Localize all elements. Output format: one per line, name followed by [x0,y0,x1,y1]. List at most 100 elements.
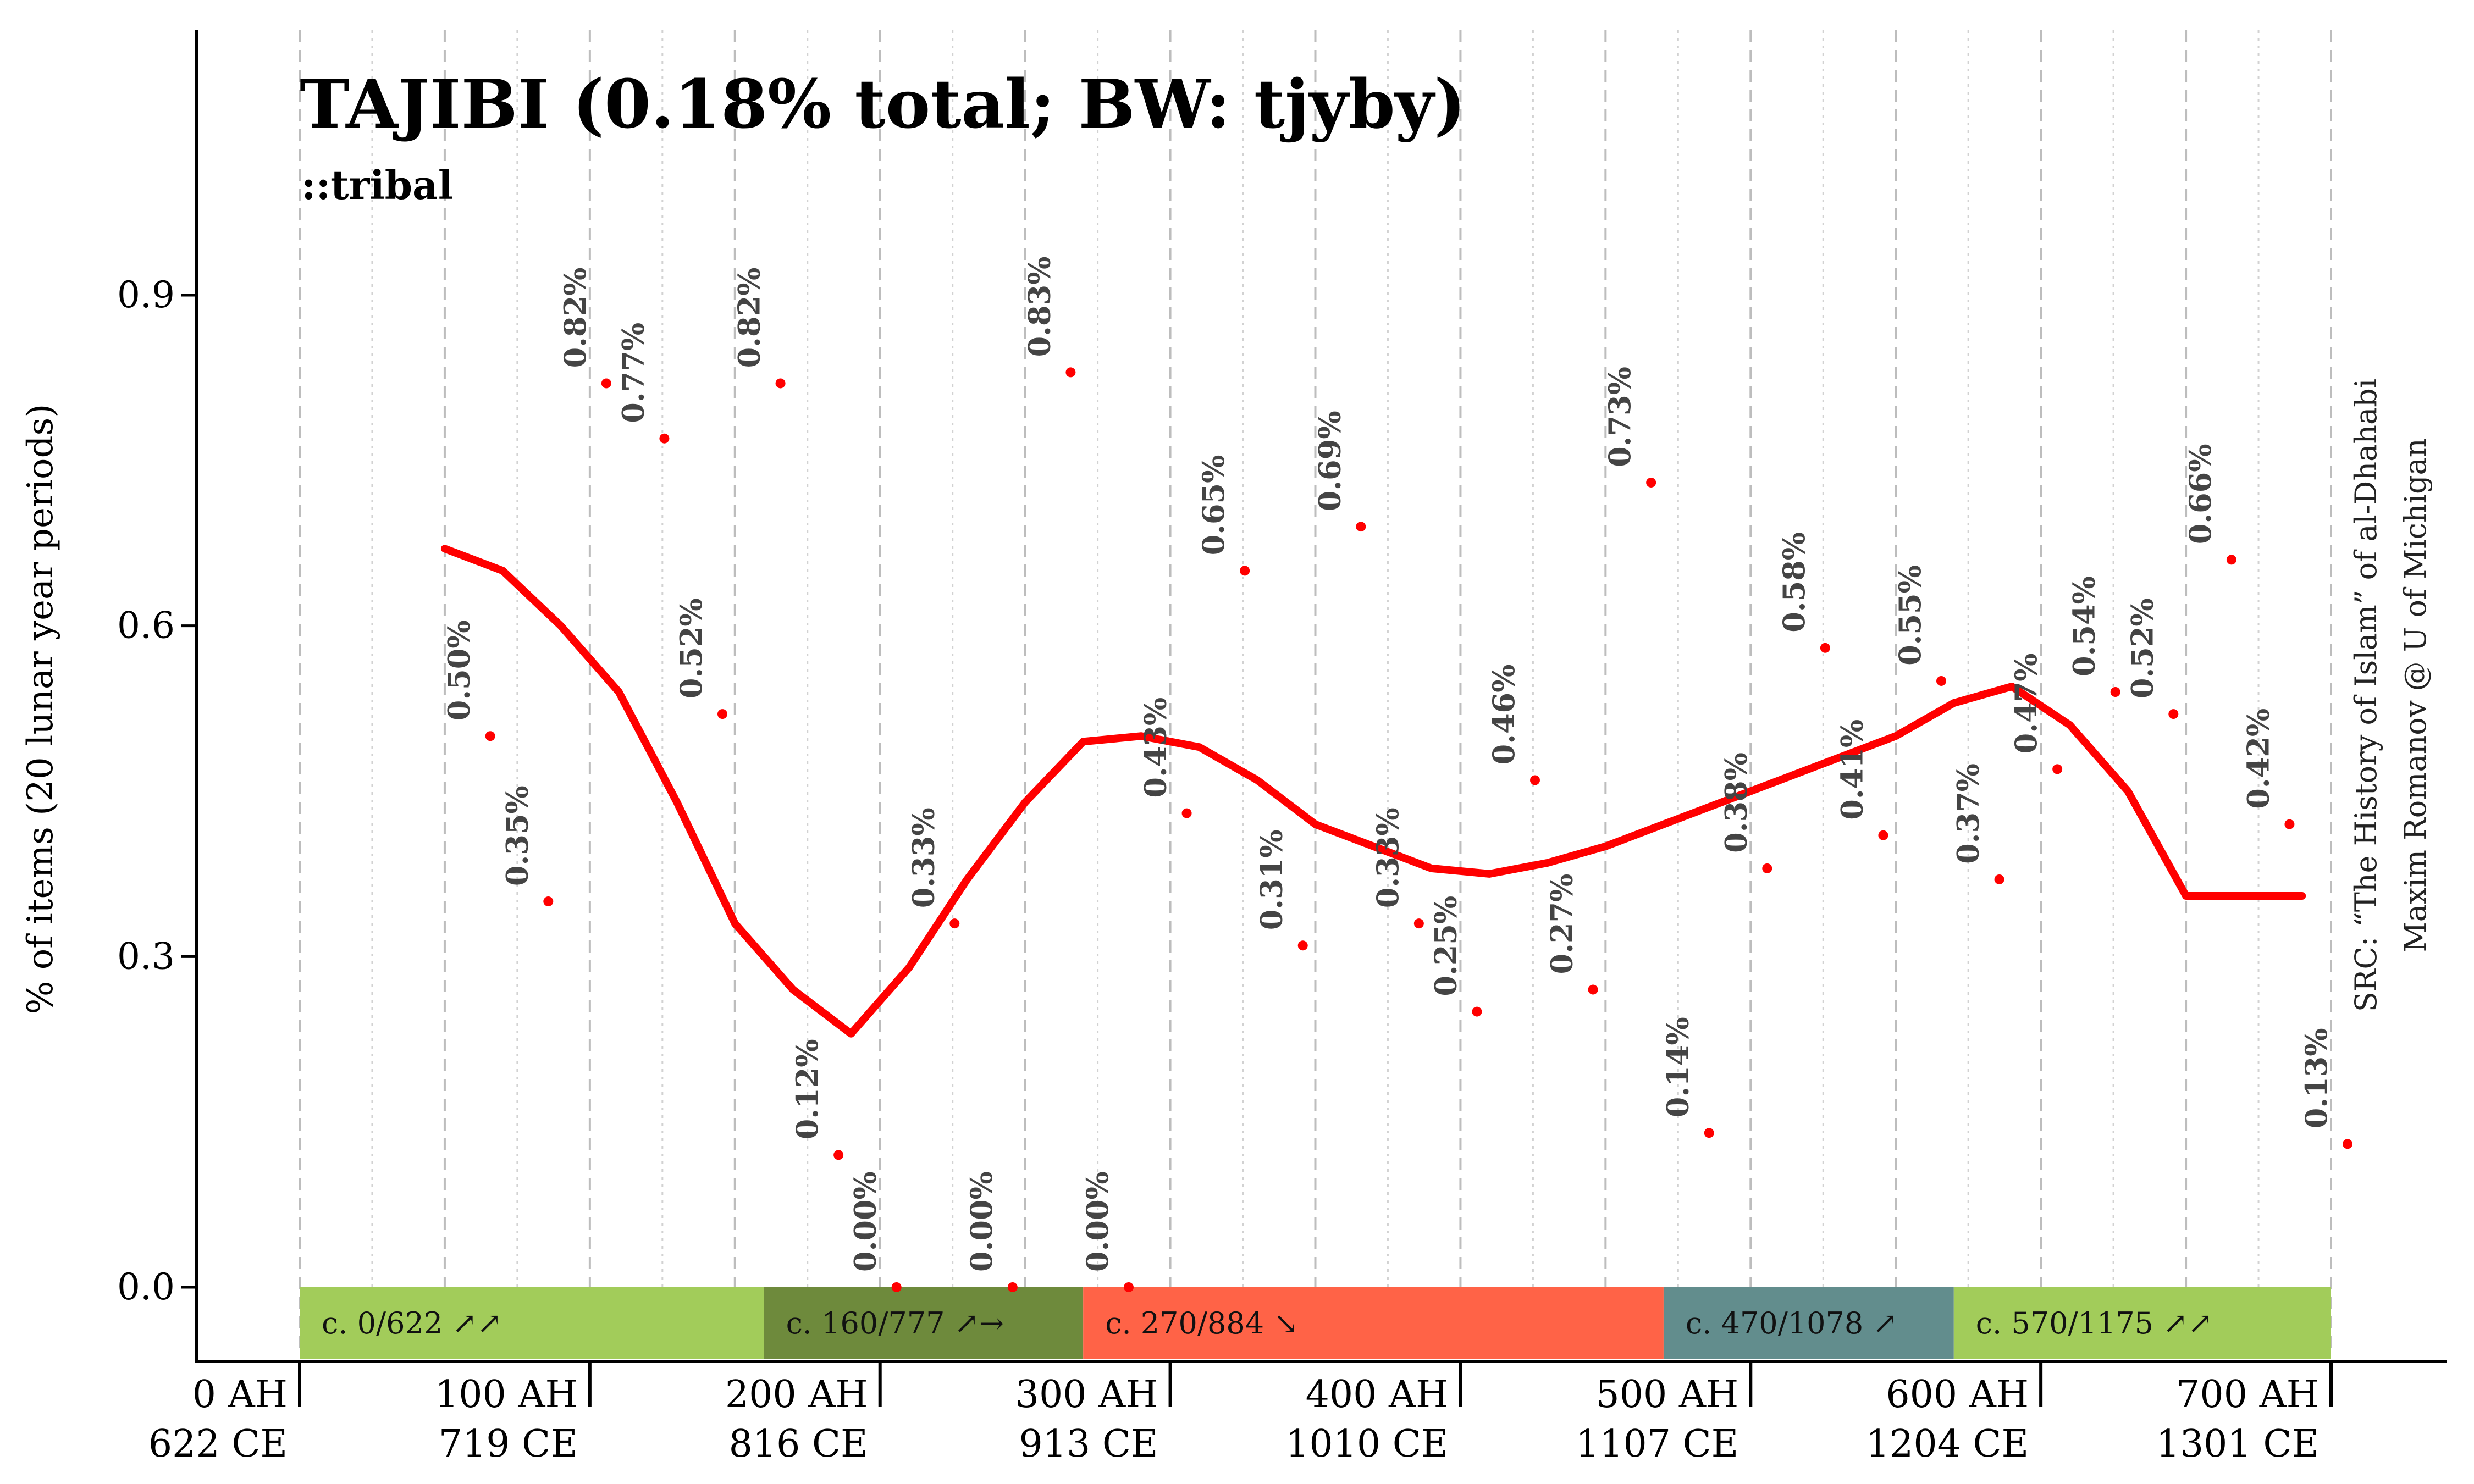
y-axis-label: % of items (20 lunar year periods) [20,404,61,1015]
data-label: 0.47% [2008,654,2044,754]
data-label: 0.31% [1254,829,1289,930]
data-label: 0.52% [2124,598,2160,699]
data-label: 0.35% [499,785,534,886]
data-point [1936,675,1946,686]
y-tick-label: 0.9 [117,274,175,316]
x-tick-label: 500 AH [1595,1373,1738,1416]
data-label: 0.58% [1776,532,1812,633]
period-band [300,1287,764,1359]
data-point [2110,687,2120,697]
data-label: 0.82% [557,268,593,368]
data-points: 0.50% 0.35% 0.82% 0.77% 0.52% 0.82% 0.12% 0.00%… [441,257,2352,1292]
data-label: 0.00% [848,1171,883,1272]
data-label: 0.38% [1718,752,1753,853]
data-label: 0.55% [1892,565,1928,666]
period-band [764,1287,1084,1359]
period-band [1083,1287,1664,1359]
data-label: 0.46% [1486,665,1521,765]
period-band [1953,1287,2331,1359]
data-label: 0.27% [1544,874,1580,974]
data-label: 0.12% [789,1039,825,1139]
x-tick-label: 622 CE [148,1422,288,1466]
data-label: 0.52% [673,598,709,699]
source-line-2: Maxim Romanov @ U of Michigan [2398,438,2433,952]
data-label: 0.00% [1080,1171,1115,1272]
x-tick-label: 1107 CE [1576,1422,1738,1466]
x-ticks: 0 AH 622 CE 100 AH 719 CE 200 AH 816 CE 300 AH… [148,1363,2333,1466]
data-point [1240,566,1250,576]
data-point [775,378,786,389]
data-point [2226,555,2236,565]
data-point [1878,830,1888,840]
y-tick-label: 0.6 [117,605,175,647]
data-point [1065,367,1076,378]
period-label: c. 0/622 ↗↗ [322,1306,502,1341]
source-line-1: SRC: “The History of Islam” of al-Dhahab… [2349,379,2383,1012]
data-point [601,378,611,389]
x-tick-label: 913 CE [1019,1422,1158,1466]
data-point [1007,1282,1018,1292]
data-point [1297,940,1308,951]
data-point [1820,643,1830,653]
data-point [717,709,727,719]
data-label: 0.66% [2183,444,2218,544]
data-point [949,918,960,929]
data-point [1588,984,1598,995]
x-tick-label: 816 CE [729,1422,868,1466]
x-tick-label: 1204 CE [1866,1422,2029,1466]
data-point [1356,522,1366,532]
data-point [1413,918,1424,929]
data-point [485,731,495,741]
period-band [1663,1287,1954,1359]
chart-subtitle: ::tribal [301,162,453,208]
data-label: 0.50% [441,620,477,721]
data-point [833,1150,844,1160]
x-tick-label: 200 AH [725,1373,868,1416]
data-point [1762,863,1772,873]
data-point [1181,808,1192,818]
x-tick-label: 400 AH [1306,1373,1449,1416]
data-label: 0.83% [1021,257,1057,357]
axes [195,30,2447,1363]
x-tick-label: 1301 CE [2156,1422,2319,1466]
period-bands: c. 0/622 ↗↗ c. 160/777 ↗→ c. 270/884 ↘ c. 4… [300,1287,2331,1359]
data-point [1530,775,1540,785]
data-label: 0.33% [905,807,941,908]
data-point [1704,1128,1714,1138]
data-point [543,896,554,907]
x-tick-label: 719 CE [439,1422,578,1466]
data-label: 0.54% [2067,576,2102,677]
grid [299,30,2332,1352]
data-point [891,1282,902,1292]
data-label: 0.69% [1312,411,1347,511]
data-point [659,433,670,444]
data-point [1472,1006,1482,1017]
trend-line [440,545,2306,1038]
data-label: 0.33% [1370,807,1405,908]
data-label: 0.65% [1196,455,1231,556]
chart-title: TAJIBI (0.18% total; BW: tjyby) [300,64,1466,143]
data-label: 0.37% [1951,763,1986,864]
period-label: c. 470/1078 ↗ [1686,1306,1898,1341]
x-tick-label: 600 AH [1886,1373,2029,1416]
y-tick-label: 0.3 [117,935,175,977]
data-point [2168,709,2179,719]
x-tick-label: 300 AH [1015,1373,1158,1416]
data-label: 0.00% [964,1171,999,1272]
data-label: 0.43% [1138,697,1173,798]
data-label: 0.73% [1602,367,1637,467]
x-tick-label: 700 AH [2176,1373,2319,1416]
data-point [1646,477,1656,488]
data-point [1124,1282,1134,1292]
data-label: 0.25% [1428,896,1463,996]
data-point [2284,819,2295,829]
x-tick-label: 0 AH [192,1373,288,1416]
data-label: 0.42% [2240,708,2276,809]
data-label: 0.77% [615,323,650,423]
period-label: c. 160/777 ↗→ [786,1306,1004,1341]
data-point [1994,874,2004,884]
x-tick-label: 1010 CE [1285,1422,1448,1466]
data-label: 0.41% [1834,719,1869,820]
data-point [2052,764,2063,774]
